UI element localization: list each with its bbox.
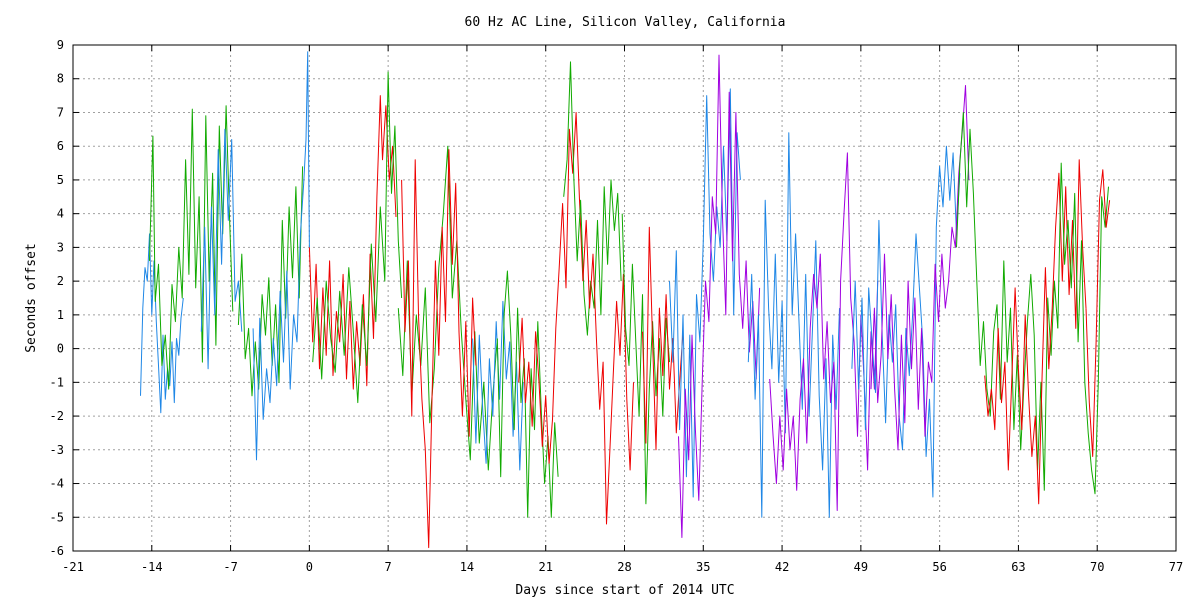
y-tick-label: 3 (57, 240, 64, 254)
y-tick-label: 7 (57, 105, 64, 119)
y-tick-label: -5 (50, 510, 64, 524)
series-line-red (984, 159, 1087, 505)
x-tick-label: 35 (696, 560, 710, 574)
x-tick-label: 77 (1169, 560, 1183, 574)
series-line-red (582, 219, 634, 525)
series-line-blue (669, 88, 741, 498)
x-tick-label: 7 (385, 560, 392, 574)
y-tick-label: -2 (50, 409, 64, 423)
series-line-red (642, 226, 684, 451)
series-line-green (621, 213, 670, 505)
series-line-blue (140, 233, 184, 414)
x-tick-label: -14 (141, 560, 163, 574)
y-tick-label: 8 (57, 72, 64, 86)
chart-title: 60 Hz AC Line, Silicon Valley, Californi… (465, 15, 786, 30)
y-tick-label: -3 (50, 443, 64, 457)
y-tick-label: -1 (50, 375, 64, 389)
y-tick-label: 4 (57, 207, 64, 221)
y-tick-label: -6 (50, 544, 64, 558)
x-tick-labels: -21 -14 -7 0 7 14 21 28 35 42 49 56 63 70 77 (62, 560, 1183, 574)
x-tick-label: 70 (1090, 560, 1104, 574)
x-tick-label: 56 (932, 560, 946, 574)
x-tick-label: -7 (223, 560, 237, 574)
axis-ticks (72, 44, 1177, 552)
x-tick-label: 63 (1011, 560, 1025, 574)
x-tick-label: 42 (775, 560, 789, 574)
y-tick-label: 1 (57, 308, 64, 322)
series-line-blue (747, 132, 840, 518)
series-line-green (149, 105, 234, 390)
series-line-purple (678, 54, 761, 538)
series-line-green (496, 270, 559, 518)
x-axis-label: Days since start of 2014 UTC (515, 583, 734, 598)
x-tick-label: 21 (538, 560, 552, 574)
y-tick-label: 0 (57, 342, 64, 356)
series-line-red (308, 95, 397, 390)
y-tick-label: 6 (57, 139, 64, 153)
series-line-green (563, 61, 622, 336)
y-tick-labels: -6 -5 -4 -3 -2 -1 0 1 2 3 4 5 6 7 8 9 (50, 38, 64, 558)
series-line-green (312, 71, 403, 404)
x-tick-label: 14 (460, 560, 474, 574)
series-line-blue (200, 128, 243, 370)
y-tick-label: 2 (57, 274, 64, 288)
x-tick-label: 0 (306, 560, 313, 574)
series-line-red (1085, 169, 1111, 457)
series-line-purple (769, 152, 879, 511)
y-tick-label: 5 (57, 173, 64, 187)
series-line-purple (870, 85, 970, 451)
series-line-green (956, 112, 1059, 491)
y-tick-label: -4 (50, 477, 64, 491)
x-tick-label: -21 (62, 560, 84, 574)
series-layer (140, 51, 1111, 549)
series-line-green (237, 166, 304, 397)
x-tick-label: 28 (617, 560, 631, 574)
series-line-red (401, 149, 477, 549)
series-line-green (397, 145, 498, 471)
y-tick-label: 9 (57, 38, 64, 52)
x-tick-label: 49 (854, 560, 868, 574)
series-line-blue (252, 51, 310, 461)
y-axis-label: Seconds offset (24, 243, 39, 353)
series-line-green (1057, 162, 1109, 495)
series-line-blue (851, 145, 961, 498)
series-line-red (518, 112, 584, 464)
